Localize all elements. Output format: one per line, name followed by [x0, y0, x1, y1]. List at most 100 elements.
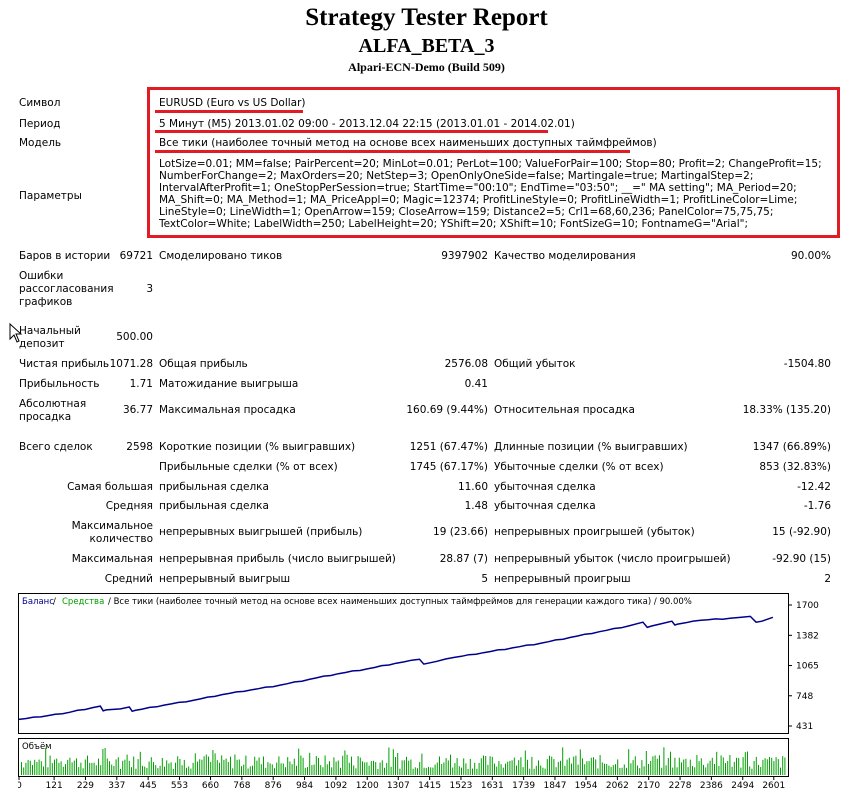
x-tick-label: 876 — [265, 781, 282, 789]
volume-bar — [487, 764, 489, 775]
volume-bar — [267, 762, 269, 775]
y-tick-label: 431 — [796, 722, 813, 732]
volume-bar — [243, 764, 245, 775]
volume-bar — [23, 767, 25, 775]
volume-bar — [784, 757, 786, 775]
loss-trades-value: 853 (32.83%) — [759, 461, 831, 473]
largest-profit-label: прибыльная сделка — [159, 481, 269, 493]
volume-bar — [377, 769, 379, 775]
volume-bar — [166, 760, 168, 775]
model-value: Все тики (наиболее точный метод на основ… — [159, 137, 657, 149]
volume-bar — [78, 767, 80, 775]
volume-bar — [586, 761, 588, 775]
x-tick-label: 1200 — [356, 781, 379, 789]
volume-bar — [399, 768, 401, 775]
volume-bar — [344, 750, 346, 775]
volume-bar — [51, 763, 53, 775]
volume-bar — [588, 761, 590, 775]
volume-bar — [597, 768, 599, 775]
volume-bar — [621, 767, 623, 775]
volume-bar — [485, 756, 487, 775]
errors-label-1: Ошибки — [19, 270, 64, 282]
volume-bar — [661, 767, 663, 775]
series-line-balance — [18, 615, 774, 721]
volume-bar — [681, 762, 682, 775]
volume-bar — [256, 760, 258, 775]
volume-bar — [192, 762, 194, 775]
volume-bar — [27, 759, 29, 775]
volume-bar — [335, 761, 337, 775]
symbol-label: Символ — [19, 97, 61, 109]
volume-bar — [157, 768, 159, 775]
volume-bar — [307, 767, 308, 775]
volume-bar — [212, 750, 214, 775]
volume-bar — [546, 759, 548, 775]
volume-bar — [291, 764, 293, 775]
volume-bar — [144, 766, 146, 775]
volume-bar — [216, 760, 218, 775]
expected-value: 0.41 — [464, 378, 488, 390]
x-tick-label: 1954 — [575, 781, 598, 789]
legend-description: / Все тики (наиболее точный метод на осн… — [108, 597, 692, 607]
x-tick-label: 984 — [296, 781, 313, 789]
volume-bar — [113, 766, 115, 775]
volume-bar — [117, 757, 119, 775]
volume-bar — [439, 756, 440, 775]
volume-bar — [87, 755, 88, 775]
volume-bar — [705, 767, 707, 775]
legend-sep: / — [53, 597, 56, 607]
volume-bar — [698, 761, 700, 775]
volume-bar — [571, 763, 572, 775]
volume-bar — [62, 766, 64, 775]
volume-bar — [771, 757, 773, 775]
x-tick-label: 2494 — [731, 781, 754, 789]
volume-bar — [120, 768, 121, 775]
volume-bar — [54, 759, 55, 775]
volume-bar — [447, 760, 449, 775]
volume-bar — [560, 760, 561, 775]
volume-bar — [527, 759, 528, 775]
volume-bar — [133, 756, 135, 775]
volume-bar — [562, 747, 564, 775]
x-tick-label: 1523 — [450, 781, 473, 789]
model-label: Модель — [19, 137, 62, 149]
average-label: Средняя — [105, 500, 153, 512]
volume-bar — [461, 767, 462, 775]
volume-bar — [146, 767, 148, 775]
volume-bar — [425, 767, 427, 775]
volume-bar — [733, 761, 735, 775]
volume-bar — [373, 760, 374, 775]
volume-bar — [419, 762, 421, 775]
volume-bar — [674, 757, 676, 775]
volume-bar — [60, 761, 62, 775]
volume-bar — [318, 757, 319, 775]
volume-bar — [685, 758, 687, 775]
profit-trades-label: Прибыльные сделки (% от всех) — [159, 461, 338, 473]
volume-bar — [551, 756, 553, 775]
volume-bar — [780, 767, 781, 775]
volume-bar — [234, 754, 236, 775]
volume-bar — [467, 769, 469, 775]
volume-bar — [579, 749, 581, 775]
volume-bar — [93, 762, 95, 775]
average-profit-label: прибыльная сделка — [159, 500, 269, 512]
volume-bar — [573, 756, 575, 775]
largest-label: Самая большая — [67, 481, 153, 493]
volume-bar — [25, 762, 27, 775]
volume-bar — [362, 761, 363, 775]
volume-bar — [197, 761, 198, 775]
x-tick-label: 121 — [46, 781, 63, 789]
volume-bar — [348, 762, 350, 775]
cons-losses-value: 15 (-92.90) — [772, 526, 831, 538]
volume-bar — [782, 756, 784, 775]
volume-bar — [188, 766, 190, 775]
volume-bar — [177, 756, 179, 775]
volume-bar — [775, 757, 777, 775]
volume-bar — [709, 760, 711, 775]
volume-bar — [751, 768, 753, 775]
volume-bar — [516, 765, 517, 775]
volume-bar — [49, 755, 51, 775]
volume-bar — [760, 767, 762, 775]
volume-bar — [183, 759, 185, 775]
average-loss-label: убыточная сделка — [494, 500, 596, 512]
